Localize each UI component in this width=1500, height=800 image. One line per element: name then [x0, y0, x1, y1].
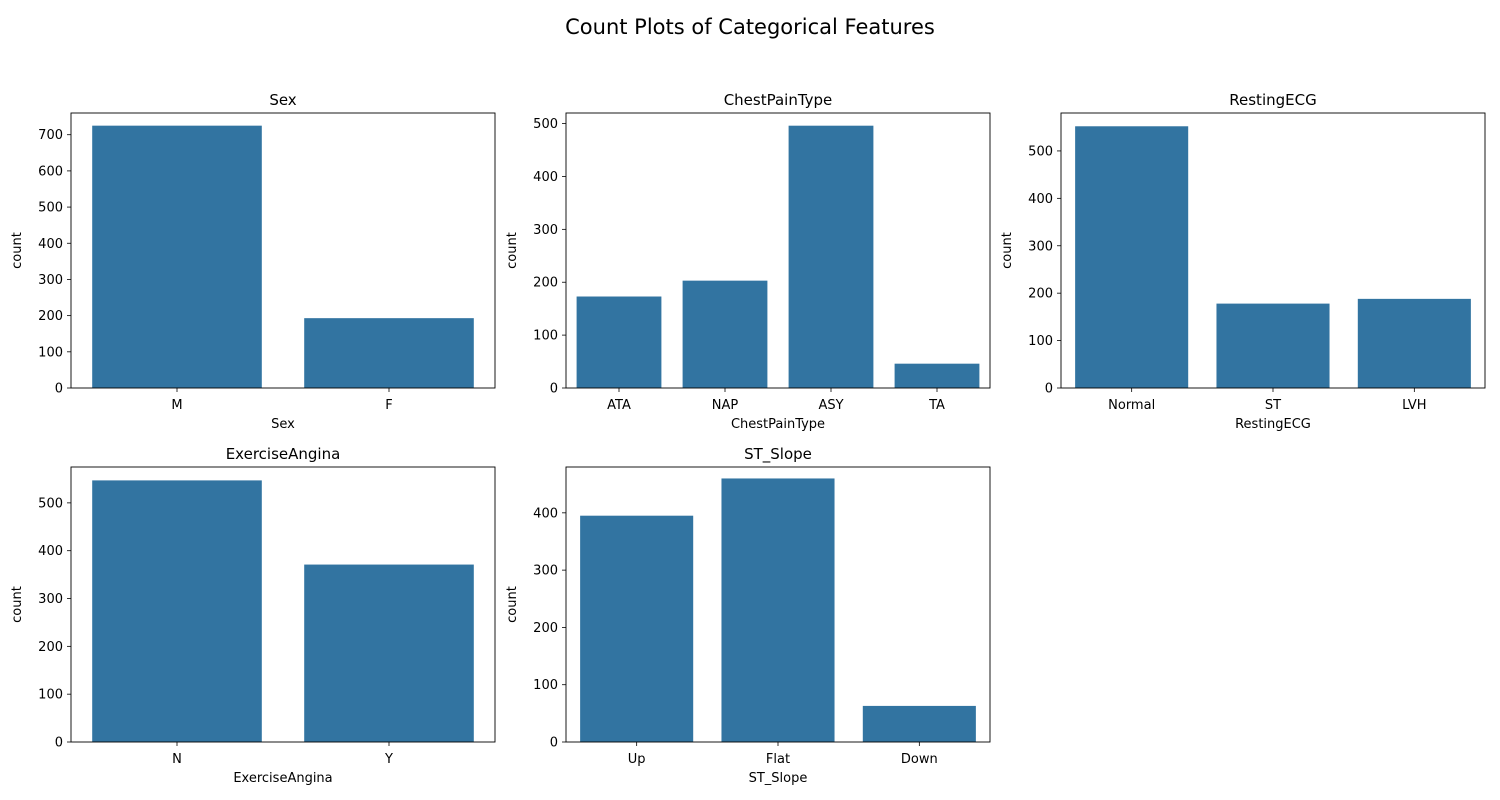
- x-tick-label: Normal: [1108, 398, 1155, 413]
- bar-ta: [894, 363, 980, 388]
- subplot-title: ChestPainType: [724, 91, 833, 109]
- x-tick-label: LVH: [1402, 398, 1426, 413]
- x-tick-label: Flat: [766, 752, 790, 767]
- y-tick-label: 100: [38, 345, 63, 360]
- y-tick-label: 400: [533, 170, 558, 185]
- y-tick-label: 200: [38, 640, 63, 655]
- x-tick-label: TA: [928, 398, 945, 413]
- y-tick-label: 400: [533, 506, 558, 521]
- y-tick-label: 100: [533, 329, 558, 344]
- bar-ata: [576, 296, 662, 388]
- x-tick-label: N: [172, 752, 182, 767]
- y-tick-label: 300: [533, 564, 558, 579]
- subplot-4: Up Flat Down0100200300400ST_SlopeST_Slopec…: [505, 445, 991, 786]
- x-axis-label: RestingECG: [1235, 417, 1311, 432]
- subplot-3: N Y 0 100 200 300 400 500 ExerciseAngina Exercise…: [10, 445, 496, 786]
- x-tick-label: F: [385, 398, 392, 413]
- y-tick-label: 0: [1045, 382, 1053, 397]
- subplot-title: ST_Slope: [744, 445, 812, 464]
- y-tick-label: 0: [550, 382, 558, 397]
- y-axis-label: count: [505, 232, 520, 269]
- subplot-title: ExerciseAngina: [226, 445, 341, 463]
- x-tick-label: M: [171, 398, 182, 413]
- y-tick-label: 0: [550, 736, 558, 751]
- y-tick-label: 200: [533, 621, 558, 636]
- y-tick-label: 600: [38, 164, 63, 179]
- bar-n: [92, 480, 262, 742]
- y-tick-label: 700: [38, 128, 63, 143]
- bar-st: [1216, 303, 1330, 388]
- y-tick-label: 300: [38, 273, 63, 288]
- y-axis-label: count: [10, 232, 25, 269]
- bar-flat: [721, 478, 835, 742]
- y-tick-label: 100: [1028, 334, 1053, 349]
- y-tick-label: 500: [38, 201, 63, 216]
- bar-m: [92, 125, 262, 388]
- y-tick-label: 200: [38, 309, 63, 324]
- bar-f: [304, 318, 474, 388]
- axes-frame: [70, 112, 496, 389]
- y-tick-label: 100: [38, 688, 63, 703]
- y-tick-label: 400: [38, 237, 63, 252]
- bar-asy: [788, 125, 874, 388]
- y-tick-label: 200: [1028, 287, 1053, 302]
- y-tick-label: 500: [533, 117, 558, 132]
- bar-y: [304, 564, 474, 742]
- subplot-0: M F 0 100 200 300 400 500 600 700 Sex Sex count: [10, 91, 496, 432]
- bar-lvh: [1357, 298, 1471, 388]
- bar-normal: [1075, 126, 1189, 388]
- y-tick-label: 500: [1028, 144, 1053, 159]
- y-axis-label: count: [10, 586, 25, 623]
- axes-frame: [1060, 112, 1486, 389]
- x-axis-label: Sex: [271, 417, 295, 432]
- y-axis-label: count: [1000, 232, 1015, 269]
- x-tick-label: ST: [1265, 398, 1281, 413]
- axes-frame: [565, 112, 991, 389]
- bar-up: [580, 515, 694, 742]
- y-tick-label: 100: [533, 678, 558, 693]
- subplot-title: RestingECG: [1229, 91, 1316, 109]
- axes-frame: [70, 466, 496, 743]
- subplot-2: Normal ST LVH 0 100 200 300 400 500 RestingECG Res…: [1000, 91, 1486, 432]
- y-tick-label: 400: [38, 544, 63, 559]
- figure-suptitle: Count Plots of Categorical Features: [565, 15, 935, 39]
- y-tick-label: 300: [533, 223, 558, 238]
- y-axis-label: count: [505, 586, 520, 623]
- y-tick-label: 300: [38, 592, 63, 607]
- x-tick-label: Up: [628, 752, 646, 767]
- y-tick-label: 400: [1028, 192, 1053, 207]
- subplot-title: Sex: [269, 91, 296, 109]
- x-tick-label: Down: [901, 752, 938, 767]
- x-tick-label: NAP: [712, 398, 739, 413]
- y-tick-label: 500: [38, 496, 63, 511]
- x-axis-label: ChestPainType: [731, 417, 825, 432]
- x-tick-label: ASY: [818, 398, 843, 413]
- axes-frame: [565, 466, 991, 743]
- bar-down: [862, 705, 976, 742]
- x-axis-label: ExerciseAngina: [233, 771, 332, 786]
- bar-nap: [682, 280, 768, 388]
- y-tick-label: 300: [1028, 239, 1053, 254]
- x-tick-label: ATA: [607, 398, 631, 413]
- x-axis-label: ST_Slope: [749, 771, 808, 786]
- x-tick-label: Y: [384, 752, 393, 767]
- subplot-1: ATA NAP ASY TA 0 100 200 300 400 500 ChestPainType…: [505, 91, 991, 432]
- y-tick-label: 200: [533, 276, 558, 291]
- y-tick-label: 0: [55, 382, 63, 397]
- y-tick-label: 0: [55, 736, 63, 751]
